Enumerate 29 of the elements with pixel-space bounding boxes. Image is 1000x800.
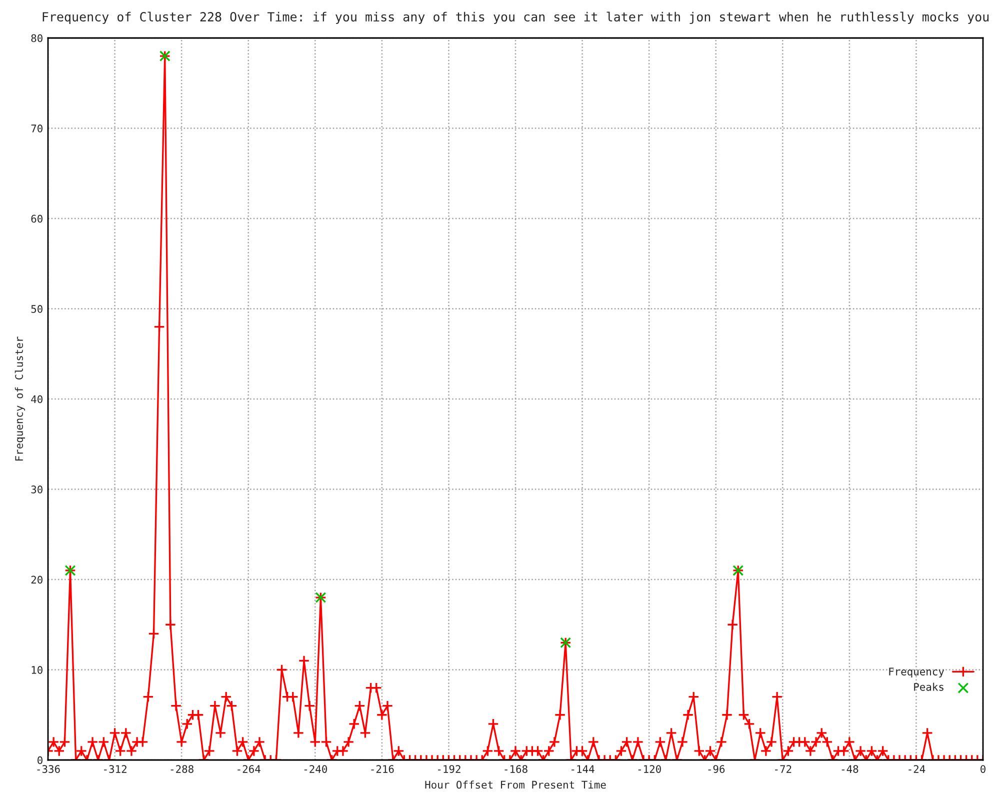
x-tick-label: -192	[438, 765, 460, 773]
x-tick-label: -24	[908, 765, 926, 773]
x-tick-label: -312	[104, 765, 126, 773]
y-tick-label: 70	[31, 124, 42, 132]
y-tick-label: 80	[31, 34, 42, 42]
x-tick-label: -240	[304, 765, 328, 773]
y-axis-title: Frequency of Cluster	[14, 336, 26, 461]
legend-label: Peaks	[914, 682, 944, 691]
x-tick-label: -144	[572, 765, 594, 773]
x-tick-label: -168	[504, 765, 528, 773]
y-tick-label: 30	[31, 486, 42, 494]
x-axis-title: Hour Offset From Present Time	[425, 780, 606, 789]
chart-title: Frequency of Cluster 228 Over Time: if you miss any of this you can see it later with jon stewart when he ruthlessly mocks you	[42, 12, 989, 24]
x-tick-label: -48	[842, 765, 858, 773]
y-tick-label: 40	[31, 395, 42, 404]
y-tick-label: 10	[32, 666, 42, 674]
x-tick-label: -288	[170, 765, 194, 773]
y-tick-label: 60	[31, 214, 42, 223]
x-tick-label: 0	[980, 765, 986, 773]
x-tick-label: -336	[37, 765, 60, 773]
legend-label: Frequency	[889, 668, 944, 678]
y-tick-label: 0	[38, 756, 42, 764]
x-tick-label: -96	[708, 765, 725, 773]
x-tick-label: -72	[775, 765, 792, 773]
x-tick-label: -120	[638, 765, 661, 773]
y-tick-label: 50	[31, 305, 42, 313]
x-tick-label: -264	[238, 765, 260, 773]
x-tick-label: -216	[371, 765, 394, 773]
y-tick-label: 20	[31, 576, 42, 584]
